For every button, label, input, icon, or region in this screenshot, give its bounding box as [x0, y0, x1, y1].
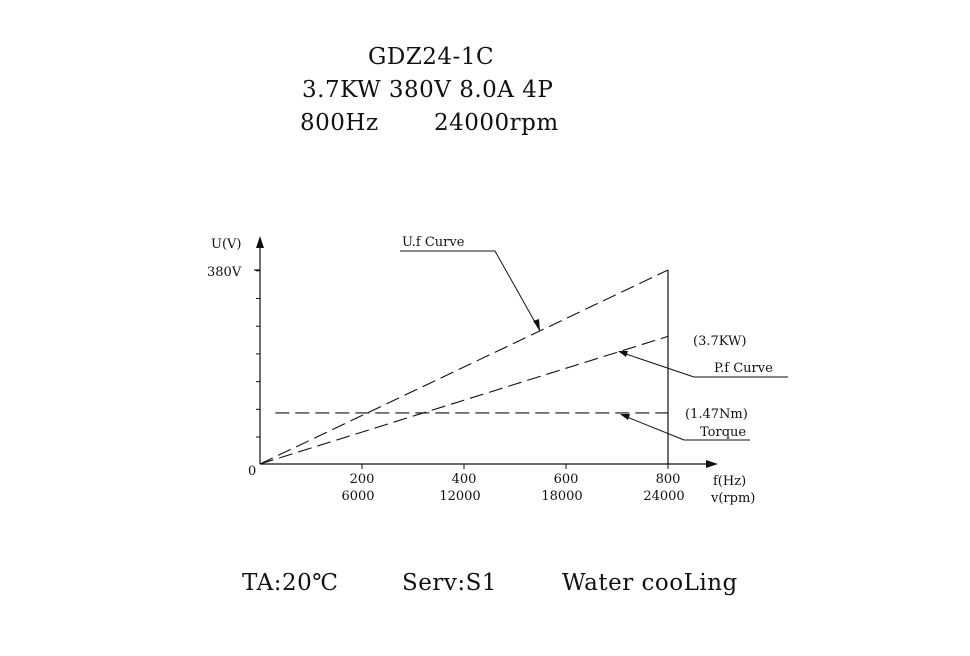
y-axis-arrow	[256, 236, 264, 248]
uf-curve-leader-arrow	[533, 319, 540, 331]
motor-spec-line: 3.7KW 380V 8.0A 4P	[302, 77, 554, 103]
x-tick-label-speed: 12000	[439, 489, 480, 504]
pf-value-label: (3.7KW)	[693, 334, 746, 349]
service-duty: Serv:S1	[402, 570, 497, 596]
x-tick-label-speed: 24000	[643, 489, 684, 504]
x-tick-label-frequency: 800	[656, 472, 681, 487]
y-tick-label-380v: 380V	[207, 265, 242, 280]
pf-curve-line	[259, 335, 669, 465]
x-tick-label-frequency: 600	[554, 472, 579, 487]
torque-leader	[621, 414, 685, 441]
origin-label: 0	[248, 464, 256, 479]
pf-curve-leader	[619, 351, 695, 378]
uf-curve-label: U.f Curve	[402, 235, 465, 250]
rated-speed: 24000rpm	[434, 110, 559, 136]
cooling-method: Water cooLing	[562, 570, 738, 596]
x-tick-label-frequency: 400	[452, 472, 477, 487]
x-tick-label-speed: 6000	[341, 489, 374, 504]
pf-curve-leader-arrow	[618, 351, 628, 357]
pf-curve-label: P.f Curve	[714, 361, 773, 376]
uf-curve-line	[259, 269, 669, 465]
x-tick-label-frequency: 200	[350, 472, 375, 487]
motor-model-title: GDZ24-1C	[368, 44, 495, 70]
y-axis-label: U(V)	[211, 237, 242, 252]
x-tick-label-speed: 18000	[541, 489, 582, 504]
rated-frequency: 800Hz	[300, 110, 379, 136]
torque-value-label: (1.47Nm)	[685, 407, 748, 422]
x-axis-label-speed: v(rpm)	[710, 491, 755, 506]
torque-label: Torque	[700, 425, 746, 440]
ambient-temperature: TA:20℃	[242, 570, 339, 596]
torque-leader-arrow	[620, 414, 630, 420]
uf-curve-leader	[494, 250, 541, 332]
x-axis-arrow	[706, 460, 718, 468]
x-axis-label-frequency: f(Hz)	[713, 474, 746, 489]
